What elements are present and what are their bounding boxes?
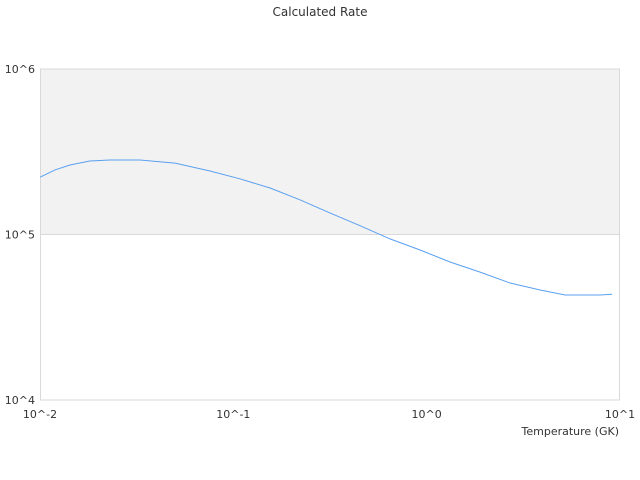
chart-title: Calculated Rate bbox=[272, 5, 368, 19]
y-tick-label: 10^5 bbox=[5, 229, 35, 242]
y-tick-label: 10^4 bbox=[5, 394, 35, 407]
x-tick-label: 10^1 bbox=[605, 408, 635, 421]
x-tick-label: 10^-1 bbox=[216, 408, 250, 421]
x-axis-label: Temperature (GK) bbox=[521, 425, 620, 438]
series-line bbox=[39, 159, 613, 296]
shaded-band bbox=[40, 69, 620, 235]
x-tick-label: 10^-2 bbox=[23, 408, 57, 421]
x-tick-label: 10^0 bbox=[412, 408, 442, 421]
y-tick-label: 10^6 bbox=[5, 63, 35, 76]
